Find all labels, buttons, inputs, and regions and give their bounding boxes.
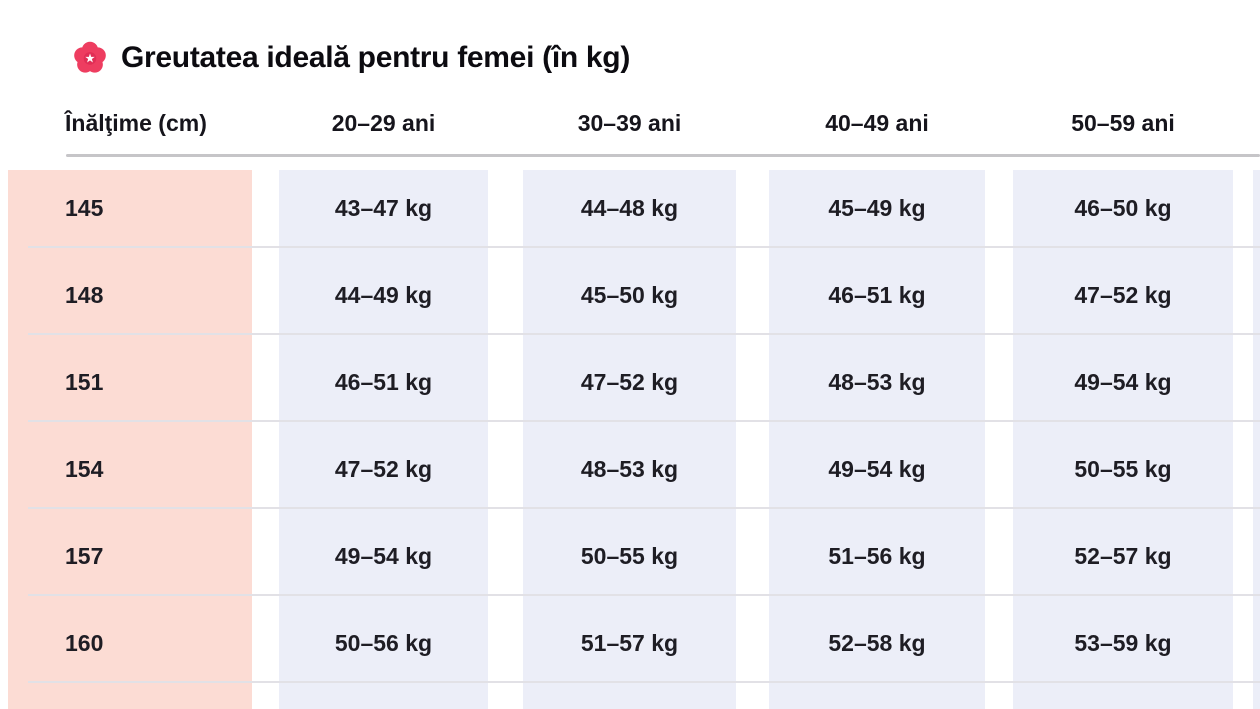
- height-cell: 160: [65, 630, 104, 656]
- weight-range-cell: 43–47 kg: [334, 195, 433, 221]
- age-column-band-30-39: [523, 170, 736, 709]
- weight-range-cell: 48–53 kg: [828, 369, 926, 395]
- weight-range-cell: 50–56 kg: [334, 630, 433, 656]
- column-header-40-49-ani: 40–49 ani: [825, 109, 929, 136]
- weight-range-cell: 45–50 kg: [580, 282, 679, 308]
- column-header-20-29-ani: 20–29 ani: [331, 109, 436, 136]
- height-cell: 151: [65, 369, 104, 395]
- weight-range-cell: 51–56 kg: [828, 543, 926, 569]
- height-cell: 148: [65, 282, 104, 308]
- row-divider: [28, 246, 1260, 248]
- weight-range-cell: 44–49 kg: [334, 282, 433, 308]
- weight-range-cell: 47–52 kg: [334, 456, 433, 482]
- weight-range-cell: 49–54 kg: [1074, 369, 1172, 395]
- weight-range-cell: 46–51 kg: [828, 282, 926, 308]
- age-column-band-40-49: [769, 170, 985, 709]
- row-divider: [28, 594, 1260, 596]
- weight-range-cell: 47–52 kg: [580, 369, 679, 395]
- age-column-band-20-29: [279, 170, 488, 709]
- weight-range-cell: 53–59 kg: [1074, 630, 1172, 656]
- weight-range-cell: 50–55 kg: [1074, 456, 1172, 482]
- weight-range-cell: 47–52 kg: [1074, 282, 1172, 308]
- height-cell: 145: [65, 195, 104, 221]
- height-cell: 154: [65, 456, 104, 482]
- weight-range-cell: 46–50 kg: [1074, 195, 1172, 221]
- height-column-band: [8, 170, 252, 709]
- header-divider: [66, 154, 1260, 157]
- row-divider: [28, 507, 1260, 509]
- row-divider: [28, 333, 1260, 335]
- height-cell: 157: [65, 543, 104, 569]
- weight-range-cell: 49–54 kg: [828, 456, 926, 482]
- column-header-30-39-ani: 30–39 ani: [577, 109, 682, 136]
- age-column-band-cutoff: [1253, 170, 1260, 709]
- weight-range-cell: 46–51 kg: [334, 369, 433, 395]
- column-header-50-59-ani: 50–59 ani: [1071, 109, 1175, 136]
- cherry-blossom-icon: [72, 40, 108, 76]
- weight-range-cell: 44–48 kg: [580, 195, 679, 221]
- age-column-band-50-59: [1013, 170, 1233, 709]
- column-header-height: Înălţime (cm): [65, 109, 207, 136]
- weight-range-cell: 52–58 kg: [828, 630, 926, 656]
- weight-range-cell: 51–57 kg: [580, 630, 679, 656]
- page-title-row: Greutatea ideală pentru femei (în kg): [72, 40, 630, 76]
- row-divider: [28, 420, 1260, 422]
- page-title: Greutatea ideală pentru femei (în kg): [121, 41, 631, 74]
- weight-range-cell: 52–57 kg: [1074, 543, 1172, 569]
- weight-range-cell: 48–53 kg: [580, 456, 679, 482]
- weight-range-cell: 50–55 kg: [580, 543, 679, 569]
- weight-range-cell: 45–49 kg: [828, 195, 926, 221]
- row-divider: [28, 681, 1260, 683]
- weight-range-cell: 49–54 kg: [334, 543, 433, 569]
